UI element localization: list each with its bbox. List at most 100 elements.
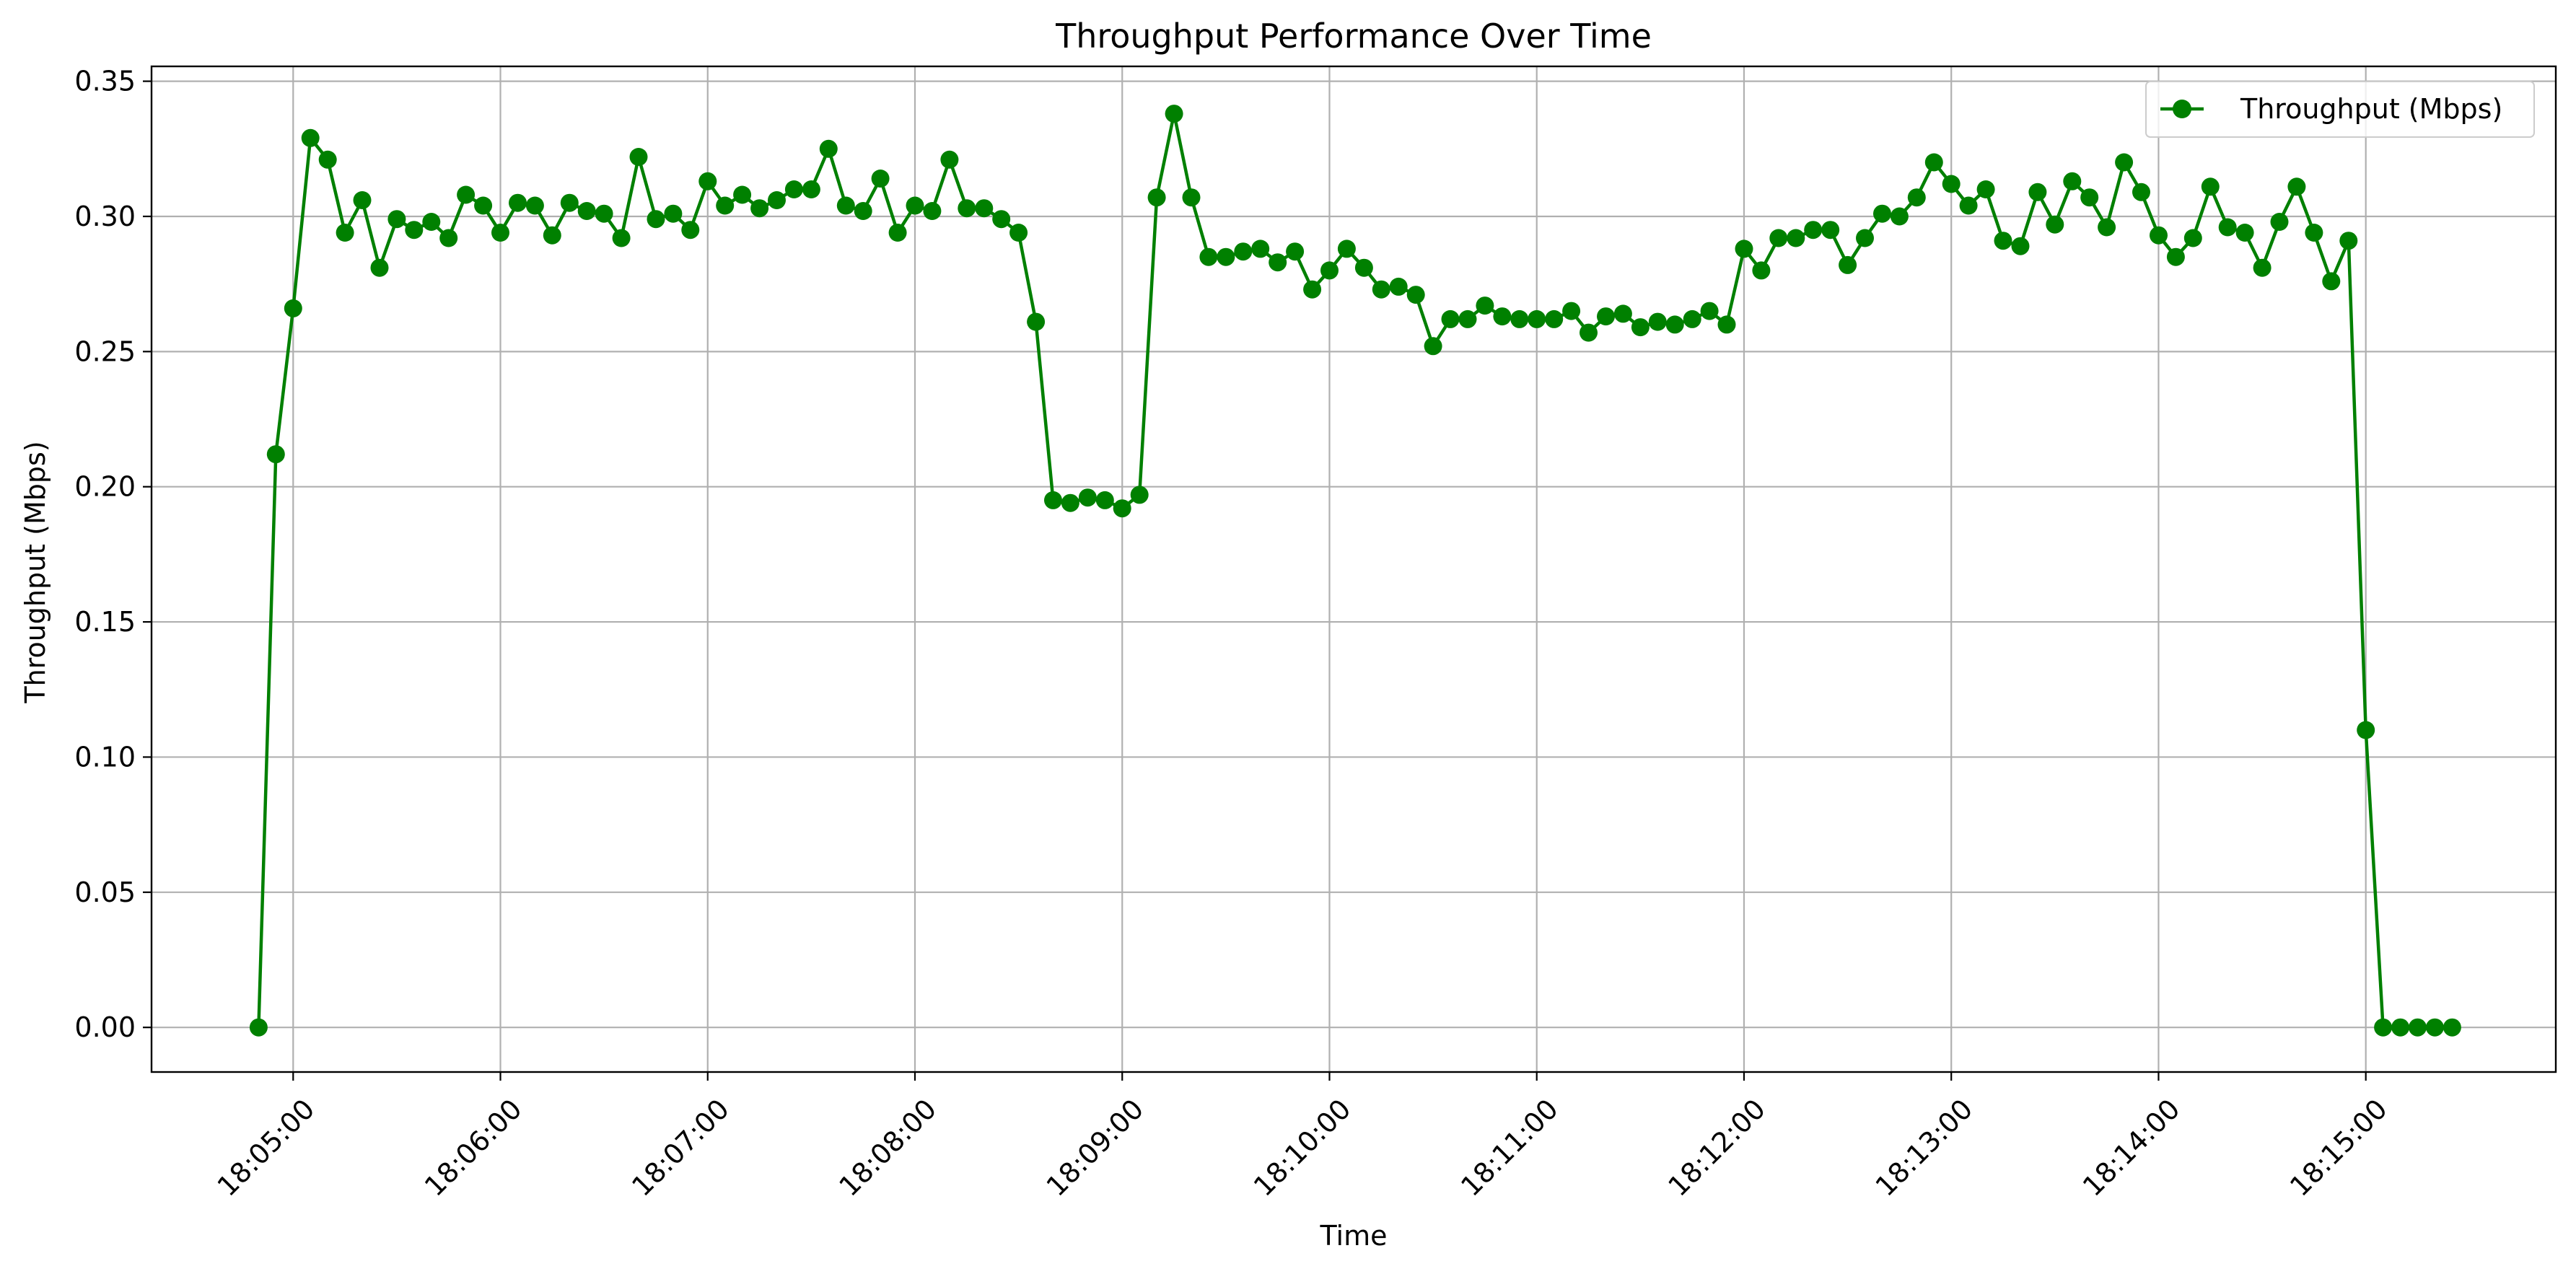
data-point xyxy=(1389,277,1408,296)
data-point xyxy=(1251,240,1270,258)
data-point xyxy=(2080,188,2099,207)
data-point xyxy=(1286,242,1305,261)
data-point xyxy=(2166,247,2185,266)
data-point xyxy=(1562,302,1581,320)
data-point xyxy=(2339,232,2358,250)
data-point xyxy=(1113,499,1131,518)
data-point xyxy=(1320,261,1339,280)
data-point xyxy=(1890,207,1909,226)
data-point xyxy=(2098,218,2116,237)
series-layer xyxy=(249,105,2461,1037)
data-point xyxy=(2011,237,2030,255)
data-point xyxy=(2063,172,2082,190)
data-point xyxy=(2046,215,2064,234)
data-point xyxy=(1303,280,1322,299)
data-point xyxy=(1976,180,1995,198)
data-point xyxy=(768,191,786,209)
data-point xyxy=(888,224,907,242)
data-point xyxy=(1959,196,1978,215)
data-point xyxy=(509,193,527,212)
data-point xyxy=(698,172,717,190)
data-point xyxy=(2305,224,2323,242)
data-point xyxy=(474,196,493,215)
legend-box xyxy=(2145,81,2535,138)
data-point xyxy=(1683,309,1701,328)
data-point xyxy=(836,196,855,215)
x-axis-label: Time xyxy=(1320,1220,1388,1252)
data-point xyxy=(2374,1018,2393,1037)
data-point xyxy=(336,224,354,242)
data-point xyxy=(2409,1018,2427,1037)
data-point xyxy=(750,199,769,218)
y-tick-label: 0.15 xyxy=(74,606,136,638)
y-axis-label: Throughput (Mbps) xyxy=(19,441,51,703)
data-point xyxy=(664,204,683,223)
data-point xyxy=(1130,486,1149,504)
data-point xyxy=(1493,307,1512,326)
legend-label: Throughput (Mbps) xyxy=(2240,93,2502,125)
data-point xyxy=(2287,177,2306,196)
data-point xyxy=(405,221,424,240)
data-point xyxy=(629,148,648,166)
data-point xyxy=(2115,153,2134,172)
data-point xyxy=(1752,261,1771,280)
data-point xyxy=(1095,491,1114,509)
data-point xyxy=(2357,721,2375,739)
data-point xyxy=(992,210,1011,229)
data-point xyxy=(1234,242,1253,261)
data-point xyxy=(595,204,613,223)
data-point xyxy=(266,445,285,464)
data-point xyxy=(1354,258,1373,277)
data-point xyxy=(1441,309,1460,328)
data-point xyxy=(1907,188,1926,207)
data-point xyxy=(1821,221,1840,240)
data-point xyxy=(923,202,942,220)
y-tick-label: 0.35 xyxy=(74,66,136,97)
data-point xyxy=(1804,221,1823,240)
data-point xyxy=(1217,247,1235,266)
data-point xyxy=(318,150,337,169)
data-point xyxy=(1839,255,1857,274)
data-point xyxy=(1165,105,1183,123)
data-point xyxy=(422,213,441,231)
data-point xyxy=(906,196,924,215)
data-point xyxy=(1735,240,1753,258)
y-tick-label: 0.05 xyxy=(74,877,136,908)
data-point xyxy=(387,210,406,229)
data-point xyxy=(2150,226,2168,245)
data-point xyxy=(1458,309,1477,328)
data-point xyxy=(784,180,803,198)
data-point xyxy=(2322,272,2341,291)
data-point xyxy=(1856,229,1874,247)
data-point xyxy=(2028,183,2047,201)
data-point xyxy=(1924,153,1943,172)
data-point xyxy=(439,229,458,247)
data-point xyxy=(249,1018,268,1037)
data-point xyxy=(2425,1018,2444,1037)
data-point xyxy=(2235,224,2254,242)
data-point xyxy=(1372,280,1390,299)
data-point xyxy=(2218,218,2237,237)
legend-marker-swatch xyxy=(2173,100,2191,118)
data-point xyxy=(301,128,320,147)
data-point xyxy=(716,196,735,215)
data-point xyxy=(1597,307,1615,326)
data-point xyxy=(1027,312,1046,331)
data-point xyxy=(2253,258,2271,277)
data-point xyxy=(2443,1018,2461,1037)
data-point xyxy=(612,229,631,247)
data-point xyxy=(681,221,700,240)
data-point xyxy=(940,150,959,169)
data-point xyxy=(1787,229,1805,247)
data-point xyxy=(560,193,579,212)
data-point xyxy=(1648,312,1667,331)
data-point xyxy=(2270,213,2289,231)
data-point xyxy=(1613,304,1632,323)
data-point xyxy=(353,191,372,209)
data-point xyxy=(975,199,994,218)
data-point xyxy=(1717,315,1736,334)
chart-title: Throughput Performance Over Time xyxy=(1055,17,1652,56)
